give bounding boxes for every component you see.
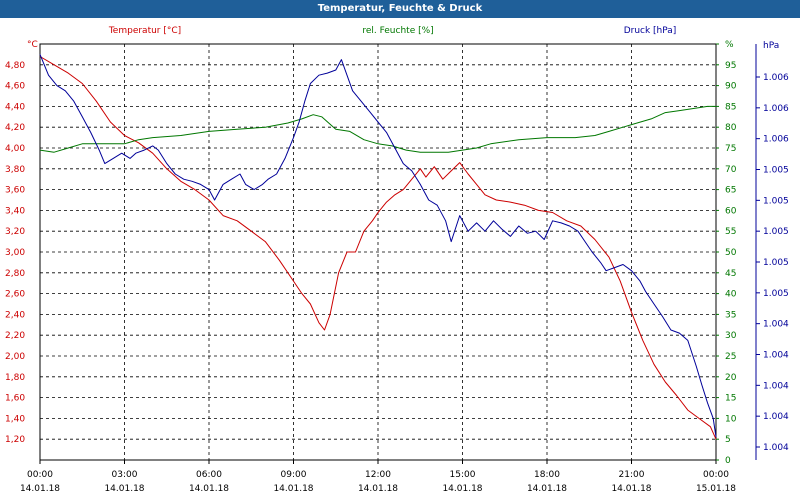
- pressure-tick-label: 1.004: [763, 351, 789, 361]
- temperature-tick-label: 2,00: [5, 352, 25, 362]
- humidity-tick-label: 40: [725, 290, 737, 300]
- series-line-pressure: [39, 54, 717, 438]
- x-tick-time: 03:00: [112, 470, 138, 480]
- x-tick-date: 14.01.18: [189, 484, 229, 494]
- pressure-tick-label: 1.005: [763, 166, 789, 176]
- x-tick-time: 09:00: [281, 470, 307, 480]
- legend-temperature: Temperatur [°C]: [108, 26, 181, 36]
- pressure-unit-label: hPa: [763, 41, 779, 51]
- grid-lines: [40, 44, 716, 460]
- series-line-temperature: [39, 56, 717, 440]
- humidity-tick-label: 45: [725, 269, 736, 279]
- humidity-tick-label: 75: [725, 144, 736, 154]
- humidity-tick-label: 60: [725, 206, 737, 216]
- x-tick-time: 00:00: [27, 470, 53, 480]
- temperature-tick-label: 4,40: [5, 102, 25, 112]
- x-tick-date: 14.01.18: [273, 484, 313, 494]
- x-tick-date: 14.01.18: [442, 484, 482, 494]
- temperature-unit-label: °C: [27, 40, 38, 50]
- temperature-tick-label: 3,20: [5, 227, 25, 237]
- pressure-tick-label: 1.004: [763, 412, 789, 422]
- x-tick-time: 15:00: [450, 470, 476, 480]
- temperature-tick-label: 1,20: [5, 435, 25, 445]
- temperature-tick-label: 4,60: [5, 82, 25, 92]
- humidity-tick-label: 90: [725, 82, 737, 92]
- pressure-tick-label: 1.006: [763, 104, 789, 114]
- humidity-tick-label: 30: [725, 331, 737, 341]
- pressure-tick-label: 1.005: [763, 289, 789, 299]
- pressure-tick-label: 1.004: [763, 320, 789, 330]
- humidity-tick-label: %: [725, 40, 734, 50]
- pressure-tick-label: 1.005: [763, 196, 789, 206]
- temperature-tick-label: 4,00: [5, 144, 25, 154]
- x-tick-time: 12:00: [365, 470, 391, 480]
- x-tick-date: 14.01.18: [20, 484, 60, 494]
- temperature-tick-label: 2,60: [5, 290, 25, 300]
- humidity-tick-label: 80: [725, 123, 737, 133]
- legend: Temperatur [°C] rel. Feuchte [%] Druck [hP…: [108, 26, 676, 36]
- series-lines: [39, 54, 717, 440]
- x-tick-date: 14.01.18: [358, 484, 398, 494]
- humidity-tick-label: 10: [725, 414, 737, 424]
- humidity-tick-label: 50: [725, 248, 737, 258]
- pressure-tick-label: 1.004: [763, 381, 789, 391]
- line-chart: 00:00 14.01.18 03:00 14.01.18 06:00 14.01.18 0…: [5, 26, 789, 494]
- humidity-tick-label: 35: [725, 310, 736, 320]
- x-tick-date: 14.01.18: [104, 484, 144, 494]
- chart-area: 00:00 14.01.18 03:00 14.01.18 06:00 14.01.18 0…: [0, 18, 800, 500]
- temperature-tick-label: 3,00: [5, 248, 25, 258]
- temperature-tick-label: 2,80: [5, 269, 25, 279]
- pressure-tick-label: 1.005: [763, 227, 789, 237]
- humidity-tick-label: 5: [725, 435, 731, 445]
- x-tick-date: 14.01.18: [611, 484, 651, 494]
- series-line-humidity: [39, 105, 716, 153]
- humidity-tick-label: 15: [725, 394, 736, 404]
- x-tick-date: 15.01.18: [696, 484, 736, 494]
- window-title: Temperatur, Feuchte & Druck: [0, 0, 800, 18]
- temperature-tick-label: 4,80: [5, 61, 25, 71]
- temperature-tick-label: 1,80: [5, 373, 25, 383]
- legend-humidity: rel. Feuchte [%]: [362, 26, 433, 36]
- temperature-tick-label: 3,40: [5, 206, 25, 216]
- humidity-tick-label: 20: [725, 373, 737, 383]
- humidity-tick-label: 85: [725, 102, 736, 112]
- temperature-tick-label: 1,60: [5, 394, 25, 404]
- temperature-tick-label: 1,40: [5, 414, 25, 424]
- x-tick-time: 18:00: [534, 470, 560, 480]
- pressure-tick-label: 1.006: [763, 73, 789, 83]
- humidity-tick-label: 55: [725, 227, 736, 237]
- temperature-tick-label: 2,40: [5, 310, 25, 320]
- x-tick-time: 21:00: [619, 470, 645, 480]
- humidity-tick-label: 95: [725, 61, 736, 71]
- humidity-tick-label: 25: [725, 352, 736, 362]
- pressure-tick-label: 1.005: [763, 258, 789, 268]
- humidity-tick-label: 0: [725, 456, 731, 466]
- temperature-tick-label: 3,60: [5, 186, 25, 196]
- legend-pressure: Druck [hPa]: [624, 26, 677, 36]
- x-tick-time: 06:00: [196, 470, 222, 480]
- pressure-tick-label: 1.006: [763, 135, 789, 145]
- pressure-tick-label: 1.004: [763, 443, 789, 453]
- temperature-tick-label: 3,80: [5, 165, 25, 175]
- x-tick-time: 00:00: [703, 470, 729, 480]
- humidity-tick-label: 70: [725, 165, 737, 175]
- x-tick-date: 14.01.18: [527, 484, 567, 494]
- temperature-tick-label: 2,20: [5, 331, 25, 341]
- temperature-tick-label: 4,20: [5, 123, 25, 133]
- axis-labels: 00:00 14.01.18 03:00 14.01.18 06:00 14.01.18 0…: [5, 40, 789, 494]
- humidity-tick-label: 65: [725, 186, 736, 196]
